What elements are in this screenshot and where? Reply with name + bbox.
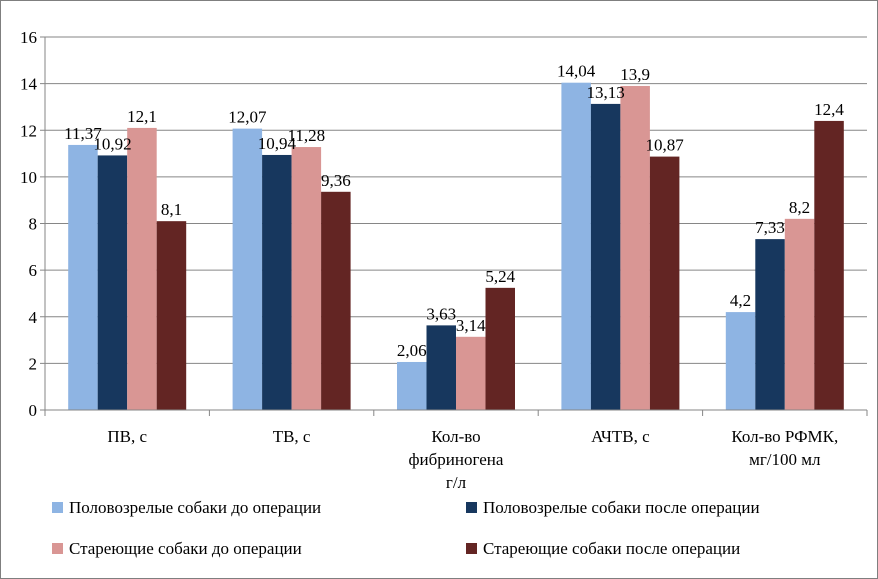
data-label: 14,04	[557, 62, 596, 81]
legend: Половозрелые собаки до операции Половозре…	[52, 498, 760, 558]
data-label: 13,9	[620, 65, 650, 84]
legend-label: Половозрелые собаки после операции	[483, 498, 760, 517]
data-label: 10,94	[258, 134, 297, 153]
bar	[620, 85, 650, 411]
data-label: 10,92	[93, 134, 131, 153]
bar	[397, 361, 427, 410]
data-label: 11,28	[288, 126, 326, 145]
data-label: 4,2	[730, 291, 751, 310]
y-tick-label: 2	[29, 354, 38, 373]
axes	[40, 36, 868, 416]
bar	[755, 239, 785, 410]
data-label: 5,24	[485, 267, 515, 286]
bar	[426, 325, 456, 410]
bar	[649, 156, 680, 410]
data-label: 3,14	[456, 316, 486, 335]
bar	[725, 312, 756, 410]
bar	[784, 218, 815, 410]
y-tick-labels: 0 2 4 6 8 10 12 14 16	[20, 28, 38, 420]
x-category-labels: ПВ, с ТВ, с Кол-во фибриногена г/л АЧТВ, с Кол…	[107, 427, 838, 492]
bar	[321, 191, 351, 410]
y-tick-label: 16	[20, 28, 37, 47]
data-label: 13,13	[587, 83, 625, 102]
data-label: 2,06	[397, 341, 427, 360]
y-tick-label: 12	[20, 121, 37, 140]
x-category-label: Кол-во	[431, 427, 480, 446]
bar	[127, 127, 157, 410]
bar	[262, 154, 292, 410]
data-label: 10,87	[646, 136, 685, 155]
data-label: 12,07	[228, 108, 267, 127]
x-category-label: ПВ, с	[107, 427, 147, 446]
y-tick-label: 0	[29, 401, 38, 420]
data-label: 11,37	[64, 124, 102, 143]
bar	[291, 147, 322, 410]
x-category-label: мг/100 мл	[749, 450, 821, 469]
data-label: 7,33	[755, 218, 785, 237]
y-tick-label: 6	[29, 261, 38, 280]
data-label: 8,2	[789, 198, 810, 217]
bar	[561, 82, 591, 410]
bar	[232, 128, 263, 411]
data-label: 9,36	[321, 171, 351, 190]
bar	[456, 336, 486, 410]
legend-swatch	[52, 502, 63, 513]
bar	[68, 144, 98, 410]
y-tick-label: 8	[29, 215, 38, 234]
bar	[485, 287, 515, 410]
x-category-label: Кол-во РФМК,	[731, 427, 838, 446]
x-category-label: фибриногена	[409, 450, 504, 469]
x-category-label: АЧТВ, с	[591, 427, 650, 446]
data-label: 12,4	[814, 100, 844, 119]
data-label: 3,63	[426, 304, 456, 323]
legend-swatch	[466, 543, 477, 554]
bar	[97, 155, 128, 410]
data-labels: 11,37 12,07 2,06 14,04 4,2 10,92 10,94 3,63 13,1…	[64, 62, 844, 360]
x-category-label: г/л	[446, 473, 467, 492]
bar	[156, 221, 187, 410]
legend-label: Половозрелые собаки до операции	[69, 498, 321, 517]
data-label: 8,1	[161, 200, 182, 219]
bar	[590, 103, 621, 411]
legend-swatch	[52, 543, 63, 554]
y-tick-label: 4	[29, 308, 38, 327]
data-label: 12,1	[127, 107, 157, 126]
y-tick-label: 10	[20, 168, 37, 187]
bars	[68, 82, 844, 411]
legend-swatch	[466, 502, 477, 513]
legend-label: Стареющие собаки после операции	[483, 539, 740, 558]
bar	[814, 120, 844, 411]
x-category-label: ТВ, с	[273, 427, 311, 446]
y-tick-label: 14	[20, 75, 38, 94]
legend-label: Стареющие собаки до операции	[69, 539, 302, 558]
